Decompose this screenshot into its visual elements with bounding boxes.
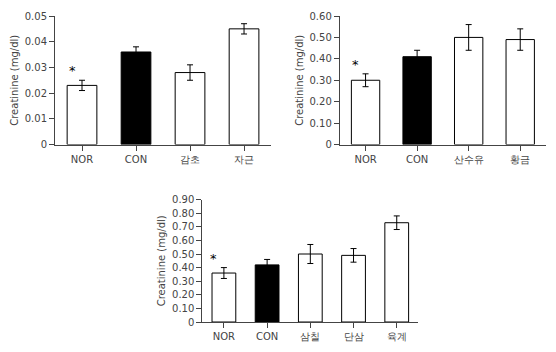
svg-text:0.80: 0.80 [172, 208, 194, 219]
svg-text:감초: 감초 [180, 154, 200, 165]
svg-text:0.02: 0.02 [25, 88, 47, 99]
svg-text:NOR: NOR [354, 154, 376, 165]
svg-text:자근: 자근 [234, 154, 254, 165]
svg-text:단삼: 단삼 [344, 331, 364, 342]
svg-text:Creatinine (mg/dl): Creatinine (mg/dl) [156, 215, 167, 306]
svg-text:0.10: 0.10 [172, 303, 194, 314]
svg-text:0.20: 0.20 [310, 96, 332, 107]
svg-text:CON: CON [125, 154, 147, 165]
svg-text:CON: CON [406, 154, 428, 165]
svg-text:삼칠: 삼칠 [300, 331, 320, 342]
svg-text:0.40: 0.40 [310, 53, 332, 64]
svg-text:0.04: 0.04 [25, 36, 47, 47]
svg-text:0: 0 [188, 317, 194, 328]
svg-text:0.30: 0.30 [310, 75, 332, 86]
svg-text:0.03: 0.03 [25, 62, 47, 73]
svg-text:0.90: 0.90 [172, 194, 194, 205]
svg-text:0.20: 0.20 [172, 289, 194, 300]
svg-text:0.40: 0.40 [172, 262, 194, 273]
svg-text:*: * [69, 63, 76, 78]
svg-text:0: 0 [41, 139, 47, 150]
svg-text:Creatinine (mg/dl): Creatinine (mg/dl) [294, 35, 305, 126]
svg-text:0.05: 0.05 [25, 11, 47, 22]
svg-text:CON: CON [256, 331, 278, 342]
svg-text:*: * [352, 57, 359, 72]
svg-text:산수유: 산수유 [454, 154, 484, 165]
svg-text:황금: 황금 [510, 154, 530, 165]
svg-text:0.60: 0.60 [172, 235, 194, 246]
svg-text:Creatinine (mg/dl): Creatinine (mg/dl) [9, 35, 20, 126]
svg-text:0.50: 0.50 [310, 32, 332, 43]
svg-text:0: 0 [325, 139, 331, 150]
svg-text:0.01: 0.01 [25, 113, 47, 124]
svg-text:0.70: 0.70 [172, 221, 194, 232]
svg-text:*: * [210, 251, 217, 266]
svg-text:0.30: 0.30 [172, 276, 194, 287]
svg-text:0.10: 0.10 [310, 118, 332, 129]
svg-text:NOR: NOR [213, 331, 235, 342]
svg-text:육계: 육계 [387, 331, 407, 342]
svg-text:NOR: NOR [71, 154, 93, 165]
svg-text:0.60: 0.60 [310, 11, 332, 22]
svg-text:0.50: 0.50 [172, 249, 194, 260]
